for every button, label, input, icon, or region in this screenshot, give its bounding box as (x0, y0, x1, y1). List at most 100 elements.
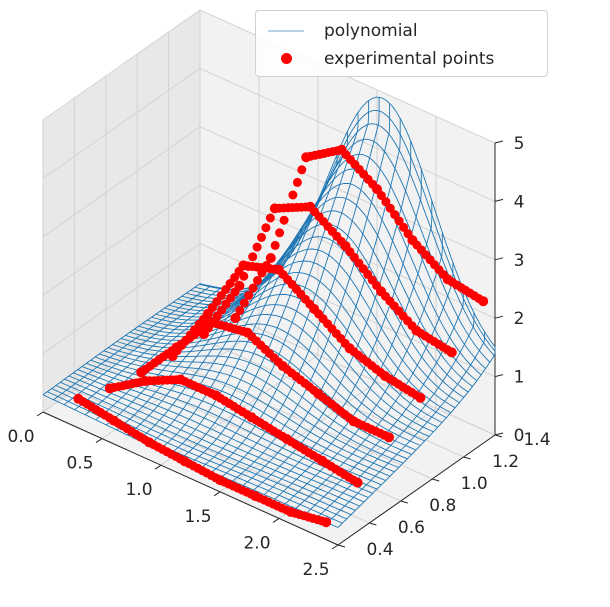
x-tick-mark (36, 411, 44, 417)
data-point (279, 215, 289, 225)
data-point (381, 197, 391, 207)
axes-lines (42, 143, 496, 546)
data-point (244, 291, 254, 300)
x-tick-mark (95, 438, 103, 444)
data-point (446, 347, 457, 358)
z-tick-label: 1 (514, 368, 525, 388)
surface-line (63, 287, 222, 406)
axis-ticks: 0.00.51.01.52.02.50.40.60.81.01.21.40123… (7, 134, 550, 580)
y-tick-label: 0.4 (366, 540, 393, 560)
legend-dot-swatch (256, 47, 316, 71)
gridline (42, 243, 201, 355)
data-point (275, 228, 285, 238)
x-tick-mark (331, 544, 339, 550)
gridline (42, 126, 201, 238)
x-tick-mark (272, 517, 280, 523)
gridline (219, 381, 378, 493)
data-point (376, 191, 386, 200)
z-tick-label: 2 (514, 309, 525, 329)
data-point (252, 242, 262, 252)
x-tick-label: 2.5 (302, 560, 329, 580)
surface-line (295, 262, 454, 509)
gridline (42, 301, 201, 413)
surface-line (190, 131, 348, 464)
data-point (253, 276, 262, 285)
z-tick-mark (494, 432, 504, 436)
data-point (243, 262, 253, 271)
y-tick-label: 1.0 (461, 474, 488, 494)
z-tick-mark (494, 140, 504, 144)
y-tick-label: 1.2 (492, 452, 519, 472)
y-tick-mark (337, 544, 346, 548)
surface-line (242, 118, 401, 486)
data-point (239, 271, 249, 281)
z-tick-label: 0 (514, 426, 525, 446)
data-point (270, 240, 280, 250)
y-tick-mark (400, 500, 408, 504)
z-tick-label: 4 (514, 192, 525, 212)
y-tick-mark (432, 478, 440, 482)
legend-label: experimental points (324, 49, 495, 69)
data-point (265, 253, 276, 263)
data-point (239, 298, 249, 308)
z-tick-label: 5 (514, 134, 525, 154)
surface-line (232, 103, 391, 482)
surface-line (337, 346, 496, 528)
data-point (230, 313, 241, 323)
surface-line (327, 331, 485, 524)
surface-line (316, 312, 475, 519)
legend-line-swatch (256, 19, 316, 43)
surface-line (284, 232, 443, 505)
x-axis-line (42, 411, 339, 546)
z-tick-mark (494, 257, 504, 261)
gridline (136, 345, 433, 480)
data-point (248, 252, 258, 262)
x-tick-label: 0.0 (7, 427, 34, 447)
legend-label: polynomial (324, 21, 418, 41)
data-point (248, 283, 258, 293)
data-point (394, 216, 404, 226)
data-point (257, 232, 266, 242)
surface-line (264, 169, 422, 495)
data-point (261, 261, 271, 270)
gridline (42, 67, 201, 179)
data-point (257, 268, 267, 278)
surface-line (274, 200, 433, 500)
gridline (42, 9, 201, 121)
data-point (297, 165, 307, 175)
surface-line (253, 141, 412, 491)
surface-line (53, 285, 211, 401)
gridline (42, 184, 201, 296)
surface-line (200, 112, 359, 469)
data-point (415, 392, 426, 403)
data-point (265, 213, 275, 223)
x-tick-label: 2.0 (243, 533, 270, 553)
data-point (288, 190, 298, 200)
y-tick-label: 0.8 (429, 496, 456, 516)
legend: polynomial experimental points (255, 10, 548, 77)
surface-line (179, 154, 338, 460)
data-point (235, 306, 245, 315)
data-point (352, 477, 363, 488)
x-tick-label: 1.5 (184, 507, 211, 527)
data-point (399, 222, 409, 232)
x-tick-mark (213, 491, 221, 497)
y-tick-mark (369, 522, 377, 526)
y-tick-label: 1.4 (523, 430, 550, 450)
z-tick-label: 3 (514, 251, 525, 271)
z-tick-mark (494, 198, 504, 202)
back-pane (200, 10, 495, 435)
data-point (261, 223, 271, 233)
z-tick-mark (494, 315, 504, 319)
surface-line (221, 97, 380, 477)
data-point (384, 432, 394, 443)
x-tick-label: 1.0 (125, 480, 152, 500)
data-point (385, 203, 395, 213)
data-point (321, 517, 332, 528)
y-tick-mark (463, 456, 471, 460)
y-tick-label: 0.6 (398, 518, 425, 538)
surface-line (42, 282, 201, 396)
y-tick-mark (494, 434, 503, 438)
surface-line (211, 100, 370, 473)
